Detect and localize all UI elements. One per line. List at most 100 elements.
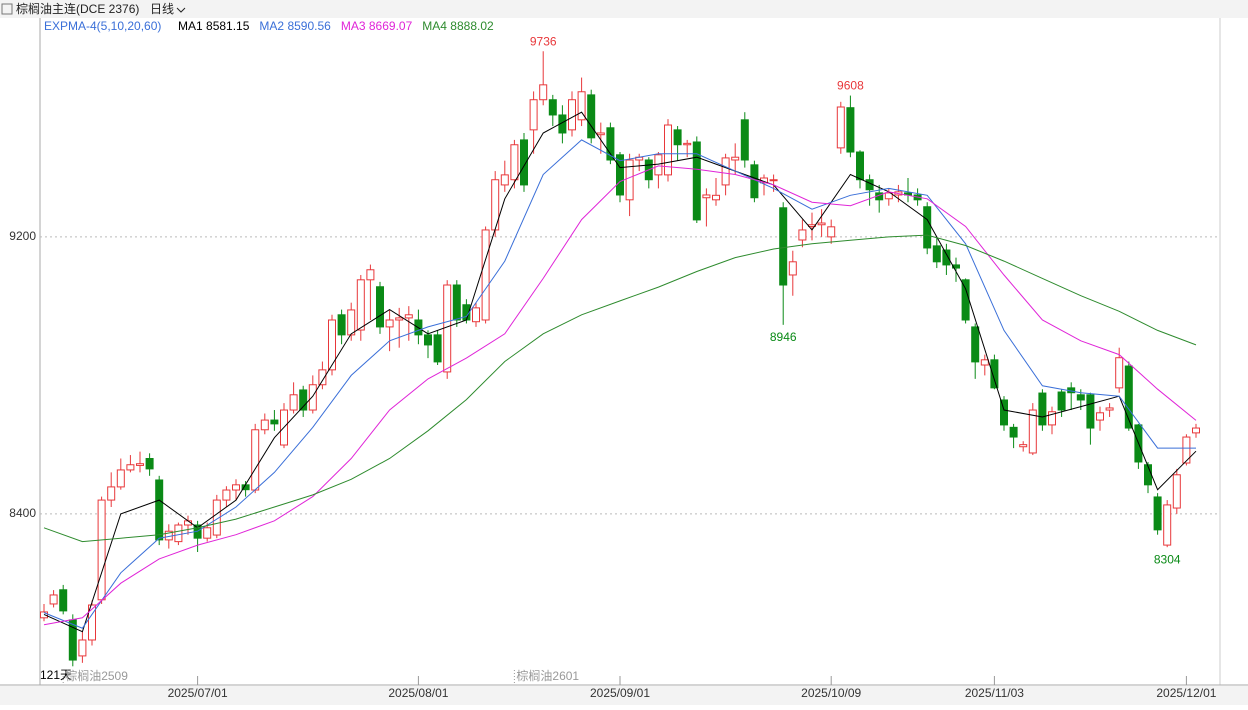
candle-body [328,319,336,371]
candle-body [1124,365,1133,429]
candle-body [846,107,855,153]
x-tick-label: 2025/12/01 [1156,686,1216,700]
candle-body [952,264,960,269]
candle-body [568,99,576,131]
contract-label: 棕榈油2509 [65,668,128,683]
x-tick-label: 2025/08/01 [388,686,448,700]
candle-body [990,359,999,389]
candle-body [884,192,893,200]
candle-body [97,499,106,601]
candle-body [116,469,125,488]
candle-body [539,84,548,101]
candle-body [673,129,682,146]
candle-body [692,141,701,221]
candle-body [980,359,989,366]
ma-line [43,165,1197,626]
legend-name: MA1 [178,19,203,33]
candle-body [510,144,519,181]
candle-body [1163,504,1172,546]
candle-body [126,464,135,471]
candle-body [769,179,778,182]
candle-body [433,334,442,363]
candle-body [702,194,711,199]
candle-body [500,174,509,186]
candle-body [1192,427,1200,434]
candle-body [712,194,720,201]
candle-body [577,91,586,121]
candle-body [827,226,836,238]
candle-body [251,429,260,491]
count-label: 121天 [40,668,72,682]
candle-body [404,314,413,319]
candle-body [260,419,269,431]
candle-body [779,207,788,286]
y-tick-label: 9200 [9,229,36,243]
legend-entry: MA3 8669.07 [341,19,413,33]
legend-entry: MA4 8888.02 [422,19,494,33]
candle-body [1105,407,1114,411]
candle-body [1144,464,1152,486]
dropdown-arrow[interactable] [176,7,186,13]
price-annotation: 9608 [837,79,864,93]
candle-body [308,384,317,411]
legend-value: 8888.02 [450,19,494,33]
candle-body [203,527,212,539]
candle-body [1096,412,1104,421]
candle-body [1086,394,1095,429]
candle-body [548,99,557,116]
candle-body [1172,474,1181,509]
price-annotation: 9736 [530,34,557,48]
period-selector[interactable]: 日线 [150,2,174,16]
contract-label: 棕榈油2601 [516,668,579,683]
candle-body [856,151,864,181]
candle-body [356,279,365,331]
y-tick-label: 8400 [9,506,36,520]
candle-body [1182,436,1191,464]
candle-body [376,286,384,328]
candle-body [78,639,87,657]
candle-body [721,157,730,186]
legend-entry: MA2 8590.56 [259,19,331,33]
candle-body [88,604,96,641]
ma-line [43,111,1197,633]
legend-value: 8581.15 [206,19,250,33]
x-tick-label: 2025/11/03 [965,686,1024,700]
legend-entry: MA1 8581.15 [178,19,250,33]
candle-body [923,206,932,249]
candle-body [289,394,298,411]
candle-body [1019,444,1028,448]
x-tick-label: 2025/07/01 [168,686,228,700]
price-annotation: 8946 [770,330,797,344]
candle-body [683,142,692,146]
candle-body [520,139,528,186]
candle-body [1153,496,1162,531]
candle-body [212,499,221,536]
candle-body [107,486,116,501]
candle-body [731,156,740,161]
menu-icon[interactable] [1,3,13,15]
candle-body [395,317,404,321]
candle-body [318,369,327,386]
candle-body [587,94,596,139]
header-bar [0,0,1248,18]
chart-title: 棕榈油主连(DCE 2376) [16,1,139,16]
x-tick-label: 2025/10/09 [801,686,861,700]
x-tick-label: 2025/09/01 [590,686,650,700]
candle-body [961,279,970,321]
candle-body [222,489,231,501]
legend-name: MA3 [341,19,366,33]
ma-line [43,139,1196,629]
candle-body [1000,399,1008,426]
candle-body [788,261,797,276]
indicator-name: EXPMA-4(5,10,20,60) [44,19,161,33]
candle-body [1028,409,1037,454]
price-annotation: 8304 [1154,552,1181,566]
candle-body [174,524,183,543]
candle-body [136,463,144,466]
ma-line [43,234,1197,543]
legend-name: MA4 [422,19,447,33]
candle-body [232,484,240,491]
candle-body [836,106,845,149]
